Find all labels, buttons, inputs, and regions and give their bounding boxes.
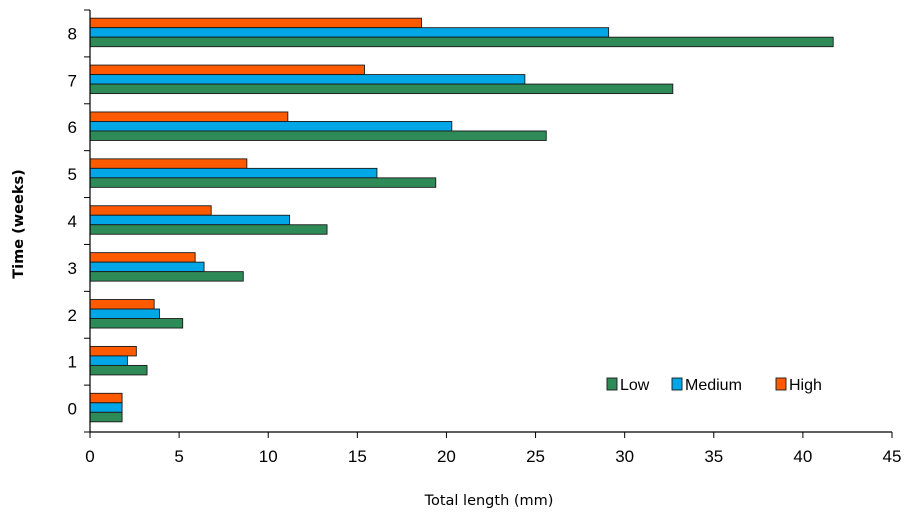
x-axis-title: Total length (mm) <box>424 493 554 509</box>
x-tick-labels: 0 5 10 15 20 25 30 35 40 45 <box>85 447 901 466</box>
bar-high-week-8 <box>89 17 422 29</box>
bar-medium-week-7 <box>89 74 526 85</box>
bar-medium-week-5 <box>89 167 378 179</box>
bar-low-week-4 <box>89 224 328 235</box>
y-tick-label-7: 7 <box>68 71 77 90</box>
y-tick-label-3: 3 <box>68 259 77 278</box>
y-tick-label-8: 8 <box>68 24 77 43</box>
bar-low-week-7 <box>89 83 674 95</box>
bar-medium-week-8 <box>89 27 610 38</box>
x-tick-label-25: 25 <box>526 447 545 466</box>
bar-low-week-8 <box>89 36 834 48</box>
bar-high-week-3 <box>89 252 196 263</box>
bar-low-week-0 <box>89 411 123 423</box>
y-tick-label-1: 1 <box>68 353 77 372</box>
bar-low-week-1 <box>89 364 148 376</box>
x-tick-label-40: 40 <box>793 447 812 466</box>
legend-label-medium: Medium <box>685 377 742 394</box>
legend: Low Medium High <box>606 377 822 394</box>
x-tick-label-20: 20 <box>437 447 456 466</box>
bar-medium-week-2 <box>89 308 160 319</box>
legend-swatch-high <box>775 377 787 391</box>
y-tick-label-6: 6 <box>68 118 77 137</box>
bar-high-week-1 <box>89 345 137 357</box>
bar-high-week-5 <box>89 158 248 169</box>
x-tick-label-10: 10 <box>259 447 278 466</box>
bar-high-week-4 <box>89 205 212 216</box>
bar-medium-week-1 <box>89 355 128 366</box>
bar-medium-week-0 <box>89 402 123 413</box>
x-tick-label-15: 15 <box>348 447 367 466</box>
bar-medium-week-3 <box>89 261 205 273</box>
legend-label-high: High <box>789 377 822 394</box>
y-tick-label-4: 4 <box>68 212 77 231</box>
x-tick-label-0: 0 <box>85 447 94 466</box>
legend-swatch-medium <box>671 377 683 391</box>
y-tick-labels: 0 1 2 3 4 5 6 7 8 <box>68 24 77 418</box>
bar-low-week-5 <box>89 177 437 188</box>
bars-group <box>89 17 834 423</box>
y-axis-title: Time (weeks) <box>11 169 27 278</box>
bar-low-week-3 <box>89 271 244 282</box>
bar-low-week-6 <box>89 130 547 141</box>
bar-high-week-6 <box>89 111 289 122</box>
x-tick-label-5: 5 <box>174 447 183 466</box>
bar-medium-week-4 <box>89 214 291 226</box>
x-tick-label-30: 30 <box>615 447 634 466</box>
axes-group <box>84 9 893 438</box>
legend-swatch-low <box>606 377 618 391</box>
x-tick-label-45: 45 <box>883 447 902 466</box>
y-tick-label-2: 2 <box>68 306 77 325</box>
bar-low-week-2 <box>89 318 184 329</box>
y-tick-label-0: 0 <box>68 400 77 419</box>
bar-medium-week-6 <box>89 121 453 132</box>
legend-label-low: Low <box>620 377 650 394</box>
x-tick-label-35: 35 <box>704 447 723 466</box>
bar-high-week-2 <box>89 299 155 310</box>
bar-high-week-0 <box>89 392 123 404</box>
bar-high-week-7 <box>89 64 365 76</box>
y-tick-label-5: 5 <box>68 165 77 184</box>
